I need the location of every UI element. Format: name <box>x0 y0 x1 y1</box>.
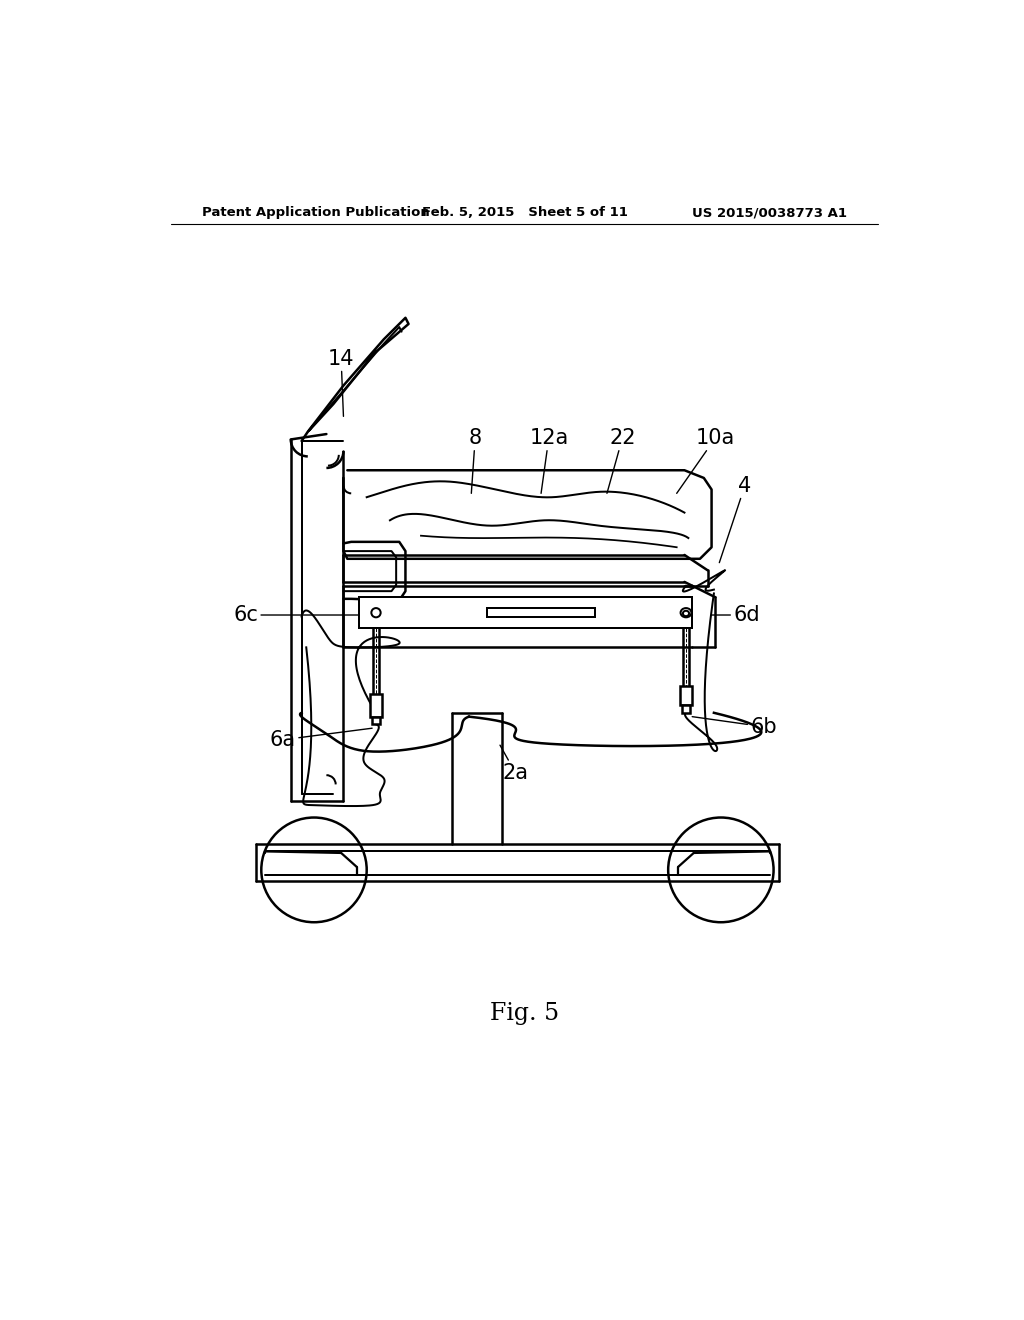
Text: 22: 22 <box>607 428 636 494</box>
Text: Fig. 5: Fig. 5 <box>490 1002 559 1024</box>
Text: Feb. 5, 2015   Sheet 5 of 11: Feb. 5, 2015 Sheet 5 of 11 <box>422 206 628 219</box>
Text: 10a: 10a <box>677 428 735 494</box>
Text: Patent Application Publication: Patent Application Publication <box>202 206 429 219</box>
Ellipse shape <box>372 609 381 618</box>
Text: 12a: 12a <box>529 428 568 494</box>
Ellipse shape <box>683 611 689 616</box>
Text: 6d: 6d <box>712 605 760 624</box>
Bar <box>372 717 380 725</box>
Ellipse shape <box>681 609 691 618</box>
Bar <box>359 597 692 628</box>
Text: 6b: 6b <box>692 717 777 737</box>
Text: 2a: 2a <box>500 744 528 783</box>
Ellipse shape <box>669 817 773 923</box>
Ellipse shape <box>261 817 367 923</box>
Text: 6c: 6c <box>233 605 359 624</box>
Bar <box>680 686 692 705</box>
Text: 4: 4 <box>719 475 752 562</box>
Text: 6a: 6a <box>270 729 372 750</box>
Text: 8: 8 <box>469 428 481 494</box>
Bar <box>486 609 595 618</box>
Text: US 2015/0038773 A1: US 2015/0038773 A1 <box>692 206 847 219</box>
Text: 14: 14 <box>328 348 354 416</box>
Bar <box>682 705 690 713</box>
Bar <box>370 693 382 717</box>
